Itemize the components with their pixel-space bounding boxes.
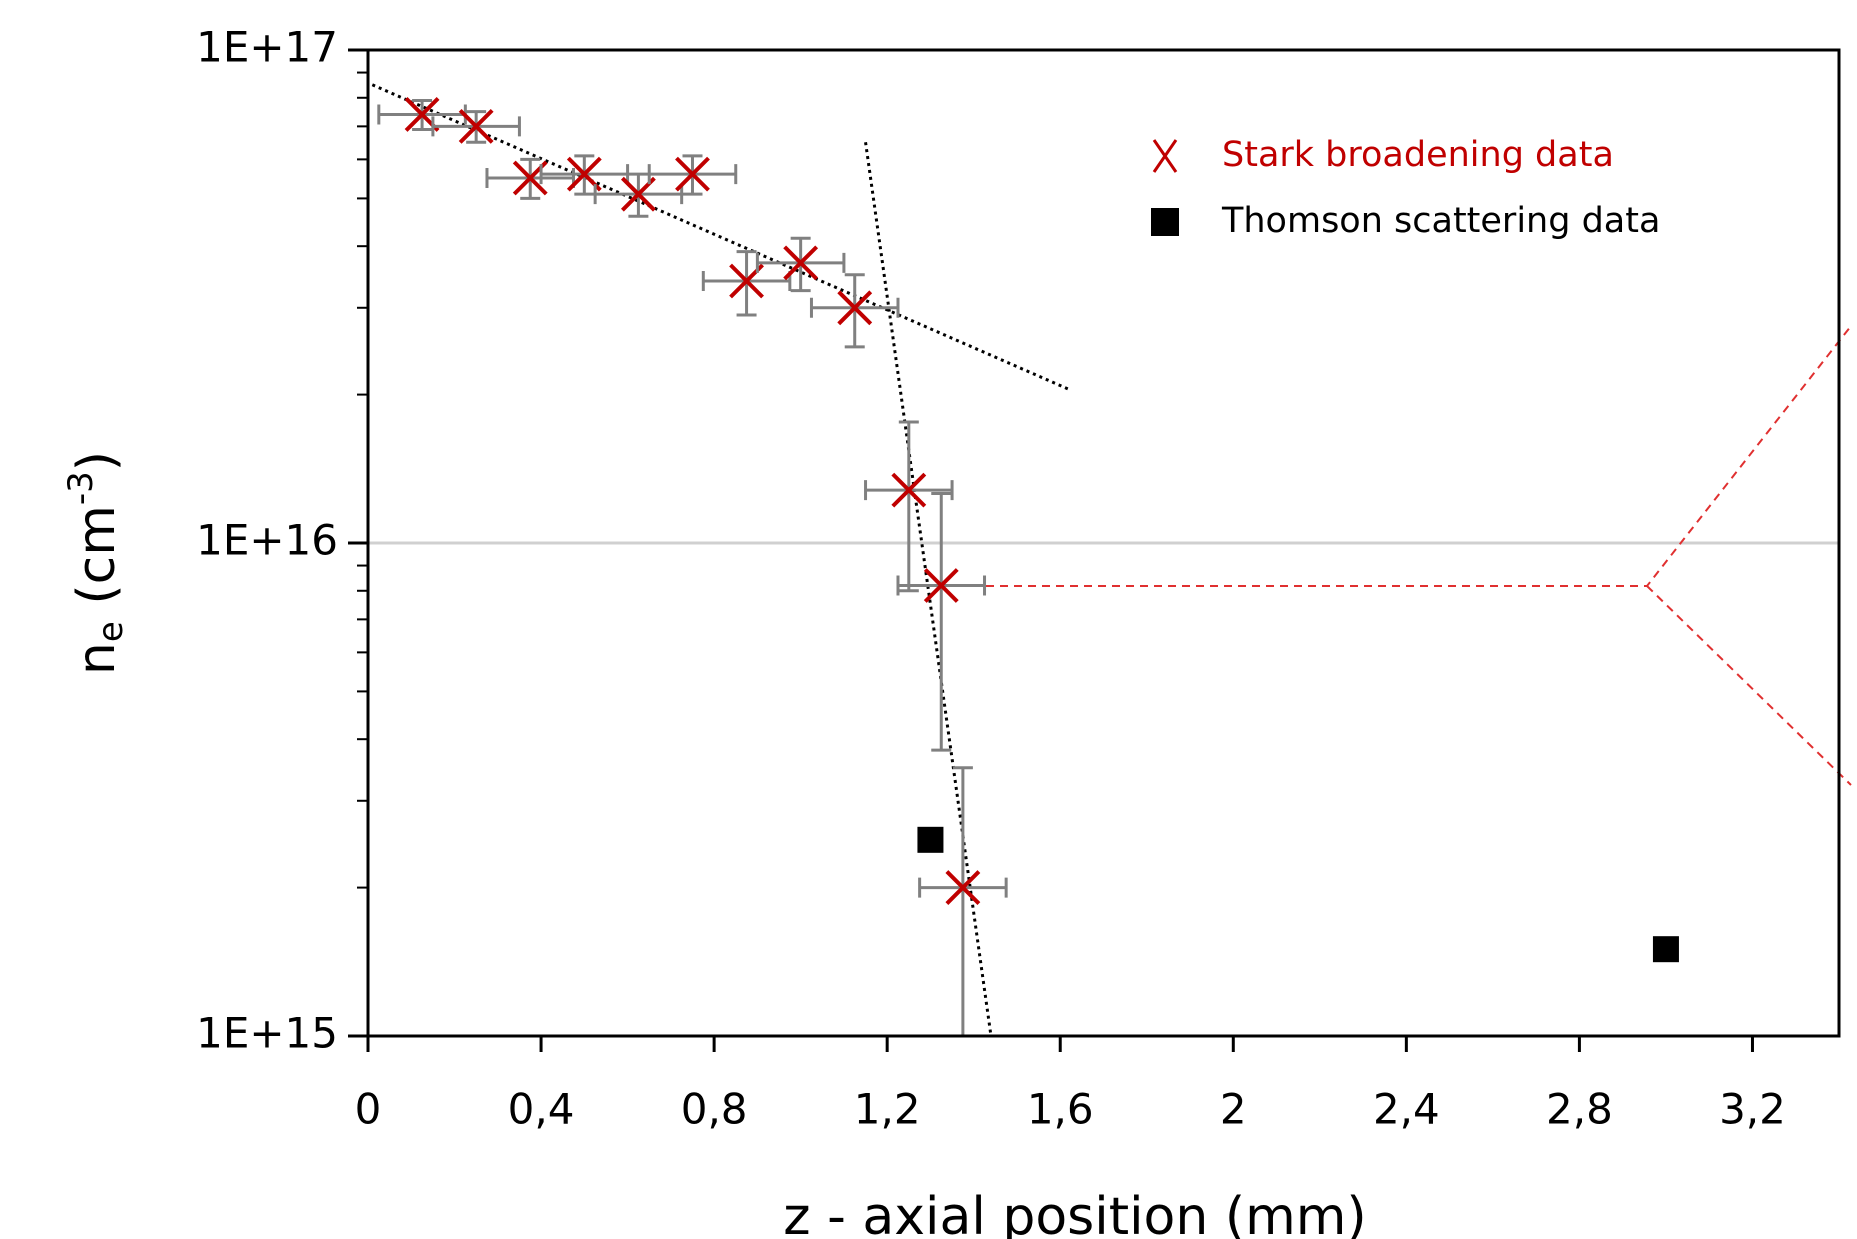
trendline (864, 142, 993, 1036)
point (917, 826, 944, 853)
y-title-sub: e (91, 621, 131, 642)
point (458, 108, 494, 144)
zoom-callout (1646, 585, 1852, 786)
point (837, 290, 873, 326)
legend-marker (1151, 208, 1179, 236)
y-tick-label: 1E+15 (196, 1009, 338, 1058)
point (675, 156, 710, 192)
x-tick-label: 0 (355, 1085, 382, 1134)
y-tick-label: 1E+16 (196, 516, 338, 565)
y-tick-label: 1E+17 (196, 23, 338, 72)
plot-area (371, 83, 1679, 1036)
y-error-bar (931, 492, 952, 752)
x-tick-label: 3,2 (1719, 1085, 1786, 1134)
x-tick-label: 2,4 (1373, 1085, 1440, 1134)
point (783, 245, 819, 281)
y-error-bar (898, 420, 919, 593)
point (1652, 936, 1679, 963)
legend-marker (1152, 139, 1178, 173)
zoom-callout (986, 325, 1852, 587)
y-title-part: n (67, 642, 127, 675)
y-title-part: ) (67, 451, 127, 471)
y-axis-title: ne (cm-3) (61, 451, 131, 675)
x-tick-label: 2 (1220, 1085, 1247, 1134)
x-axis-title: z - axial position (mm) (783, 1187, 1366, 1239)
legend-label: Stark broadening data (1222, 135, 1614, 175)
y-title-part: (cm (67, 505, 127, 621)
trendline (371, 83, 1070, 391)
point (891, 472, 927, 508)
x-tick-label: 1,6 (1027, 1085, 1094, 1134)
y-title-sup: -3 (61, 471, 101, 505)
point (945, 870, 981, 906)
point (923, 568, 959, 603)
y-error-bar (952, 766, 973, 1036)
legend: Stark broadening data Thomson scattering … (1151, 135, 1660, 241)
x-tick-label: 0,8 (681, 1085, 748, 1134)
x-tick-label: 1,2 (854, 1085, 921, 1134)
axes: 0 0,4 0,8 1,2 1,6 2 2,4 2,8 3,2 1E+15 1E+16 1E+17 (196, 23, 1786, 1134)
y-error-bar (844, 273, 865, 349)
legend-label: Thomson scattering data (1221, 201, 1660, 241)
x-tick-label: 2,8 (1546, 1085, 1613, 1134)
x-tick-label: 0,4 (508, 1085, 575, 1134)
